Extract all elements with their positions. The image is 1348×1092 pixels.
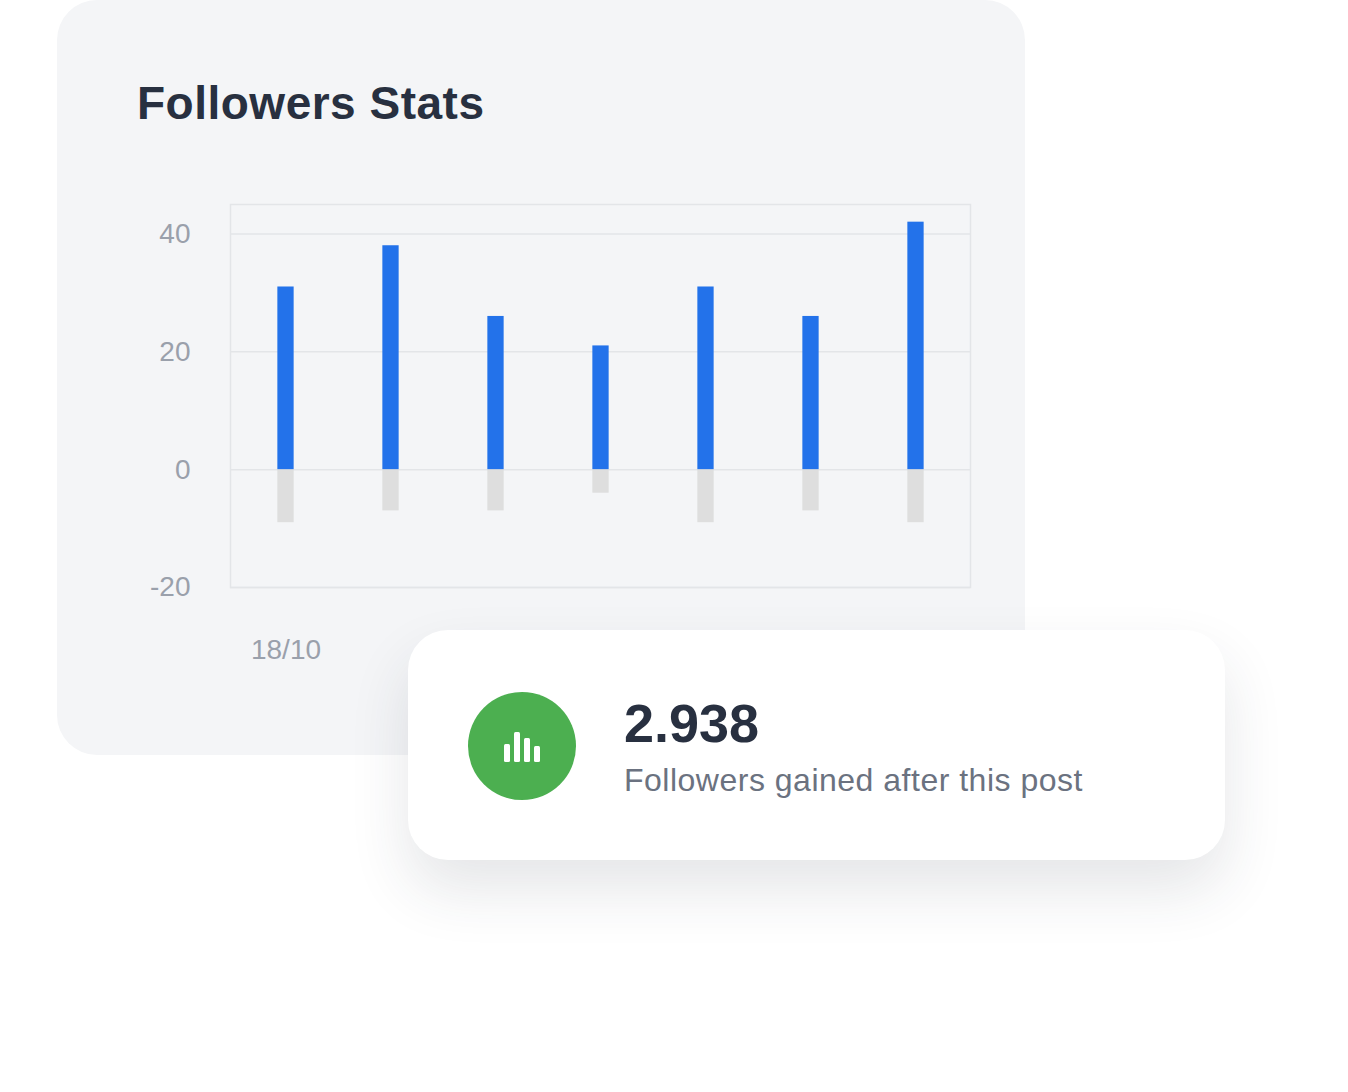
svg-text:20: 20 [159,336,190,367]
svg-text:40: 40 [159,218,190,249]
html-text:Followers Stats: Followers Stats [137,77,485,129]
svg-text:18/10: 18/10 [251,634,321,665]
html-text:Followers gained after this po: Followers gained after this post [624,762,1083,798]
svg-text:0: 0 [175,454,191,485]
html-text:2.938: 2.938 [624,693,760,753]
svg-text:-20: -20 [150,571,190,602]
